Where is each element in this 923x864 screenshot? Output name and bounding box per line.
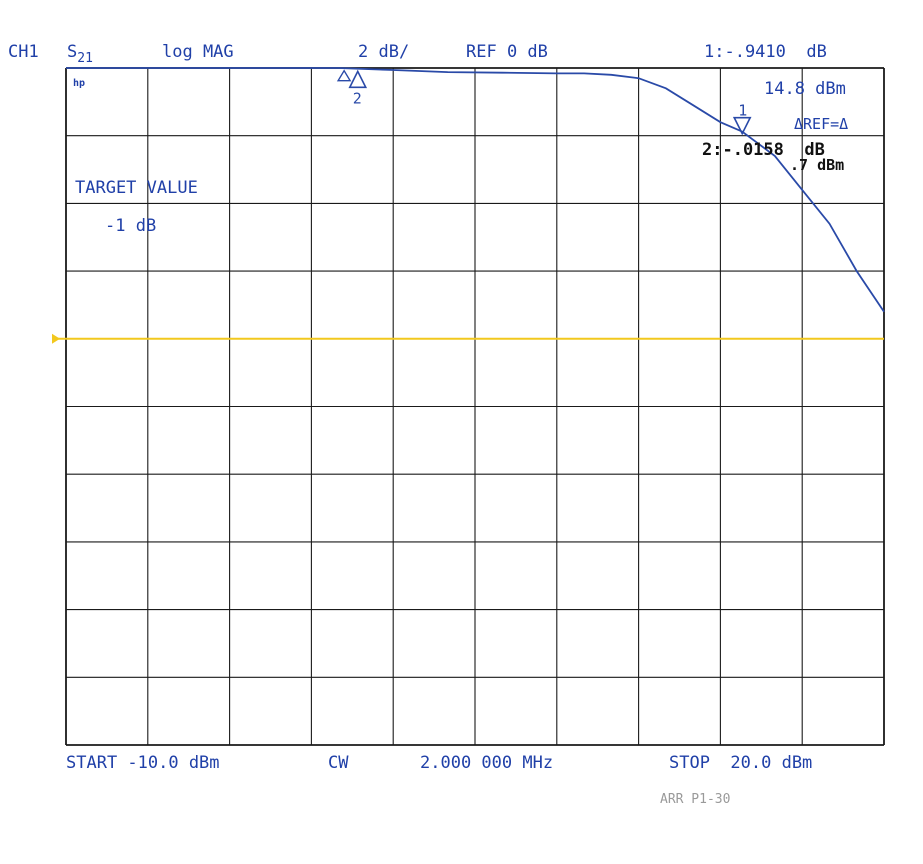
marker-2-icon [348,69,368,89]
parameter-label: S21 [67,42,93,66]
measurement-trace [66,67,885,313]
delta-reference-marker-icon [336,69,352,82]
marker-2-label: 2 [353,89,362,107]
format-label: log MAG [162,42,234,62]
hp-logo: hp [73,78,86,89]
marker-1-icon [732,116,752,136]
start-label: START -10.0 dBm [66,753,220,773]
cw-frequency: 2.000 000 MHz [420,753,554,773]
target-value: -1 dB [105,216,157,236]
plot-grid [65,67,885,746]
target-value-label: TARGET VALUE [75,178,198,198]
scale-label: 2 dB/ [358,42,410,62]
document-stamp: ARR P1-30 [660,792,731,807]
marker1-power: 14.8 dBm [764,79,846,99]
stop-label: STOP 20.0 dBm [669,753,813,773]
reference-pointer-icon [52,333,60,344]
marker1-readout: 1:-.9410 dB [704,42,827,62]
reference-label: REF 0 dB [466,42,548,62]
marker-layer: 12 [336,69,752,136]
marker-1-label: 1 [738,102,747,120]
reference-layer [52,333,884,344]
marker2-power: .7 dBm [790,156,845,174]
delta-ref-label: ΔREF=Δ [794,115,849,133]
trace-layer [66,67,885,313]
channel-label: CH1 [8,42,39,62]
parameter-subscript: 21 [77,51,93,66]
cw-label: CW [328,753,349,773]
parameter-base: S [67,42,78,62]
marker2-readout: 2:-.0158 dB [702,140,825,160]
